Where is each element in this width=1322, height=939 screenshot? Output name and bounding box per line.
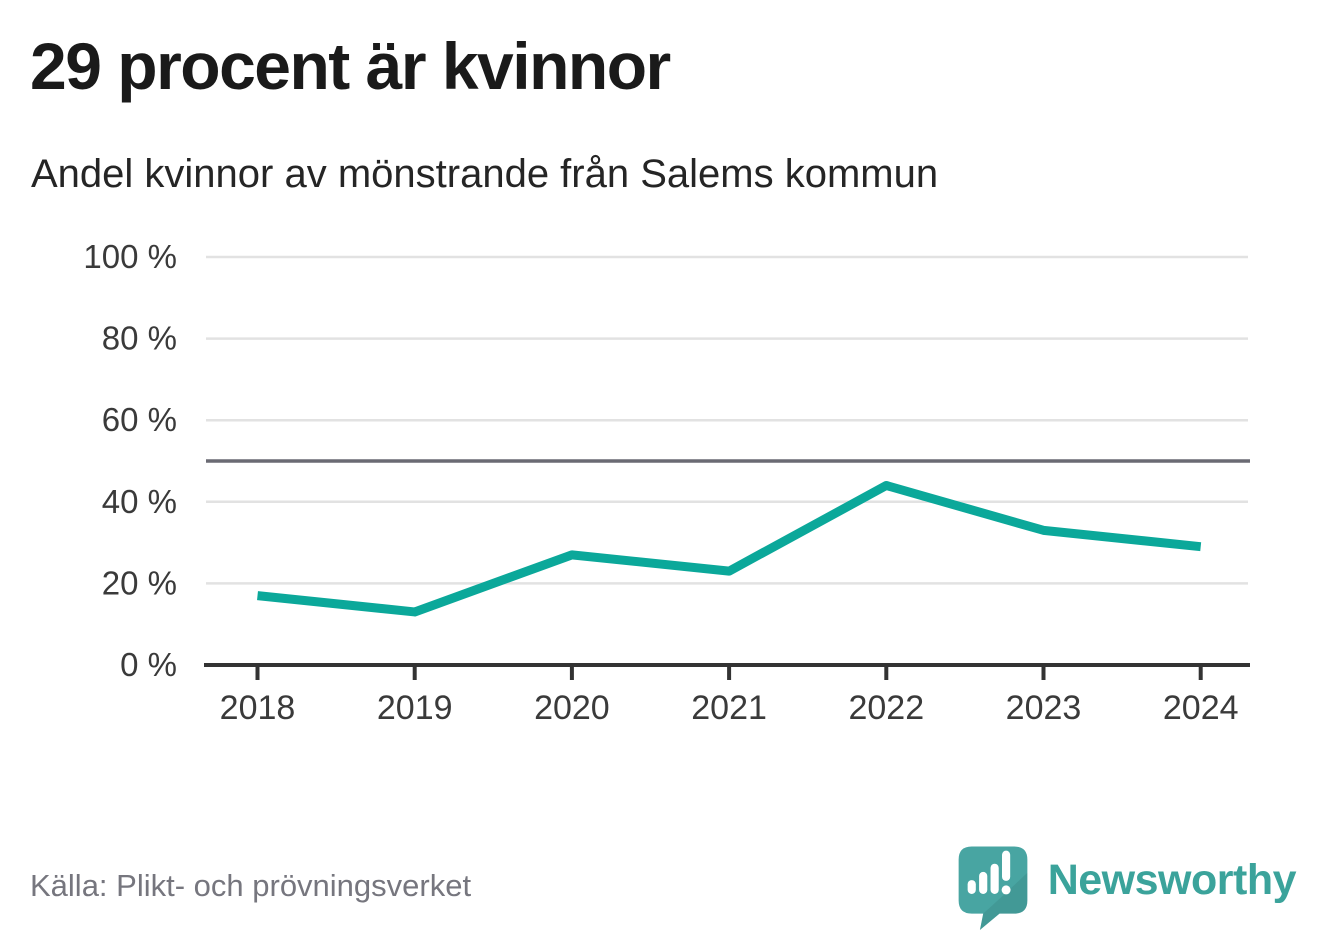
x-tick-label-2020: 2020 (534, 689, 610, 727)
newsworthy-logo-icon (958, 846, 1028, 930)
x-tick-label-2024: 2024 (1163, 689, 1239, 727)
brand: Newsworthy (952, 840, 1297, 930)
chart-title: 29 procent är kvinnor (30, 29, 671, 103)
logo-bar-3 (990, 863, 999, 894)
y-tick-label-0: 0 % (120, 646, 177, 683)
x-tick-label-2021: 2021 (691, 689, 767, 727)
x-tick-label-2023: 2023 (1006, 689, 1082, 727)
data-line-andel-kvinnor (257, 480, 1202, 617)
x-tick-label-2022: 2022 (848, 689, 924, 727)
logo-exclamation-dot (1001, 885, 1011, 895)
logo-bar-2 (978, 871, 987, 894)
logo-bar-1 (967, 880, 976, 894)
line-chart: 0 % 20 % 40 % 60 % 80 % 100 % 2018 2019 2020 2021… (83, 238, 1250, 727)
y-tick-label-80: 80 % (102, 320, 177, 357)
source-note: Källa: Plikt- och prövningsverket (30, 868, 472, 903)
y-tick-label-40: 40 % (102, 483, 177, 520)
x-tick-label-2018: 2018 (220, 689, 296, 727)
brand-name: Newsworthy (1047, 855, 1297, 904)
y-tick-label-20: 20 % (102, 564, 177, 601)
chart-subtitle: Andel kvinnor av mönstrande från Salems … (31, 152, 939, 196)
x-tick-label-2019: 2019 (377, 689, 453, 727)
logo-bubble-shade (979, 872, 1028, 930)
logo-exclamation-bar (1001, 850, 1010, 881)
y-tick-label-60: 60 % (102, 401, 177, 438)
y-tick-label-100: 100 % (83, 238, 177, 275)
